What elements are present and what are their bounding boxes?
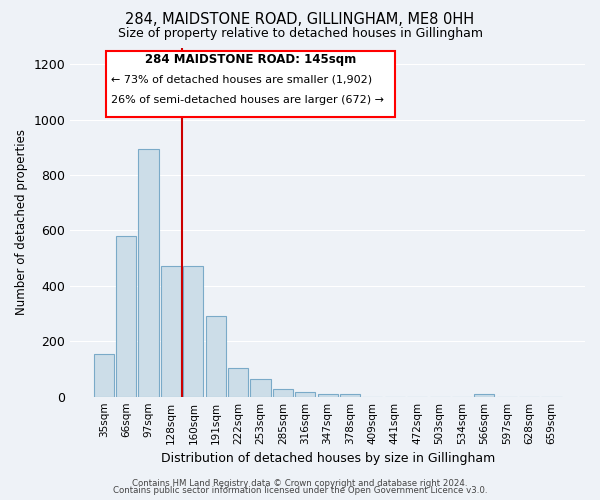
Bar: [139, 149, 158, 396]
Y-axis label: Number of detached properties: Number of detached properties: [15, 129, 28, 315]
Bar: [228, 368, 248, 396]
Bar: [206, 316, 226, 396]
Bar: [161, 266, 181, 396]
Text: Contains public sector information licensed under the Open Government Licence v3: Contains public sector information licen…: [113, 486, 487, 495]
Bar: [250, 379, 271, 396]
Bar: [116, 236, 136, 396]
Bar: [474, 394, 494, 396]
Bar: [94, 354, 114, 397]
Text: 284, MAIDSTONE ROAD, GILLINGHAM, ME8 0HH: 284, MAIDSTONE ROAD, GILLINGHAM, ME8 0HH: [125, 12, 475, 28]
X-axis label: Distribution of detached houses by size in Gillingham: Distribution of detached houses by size …: [161, 452, 495, 465]
Text: 284 MAIDSTONE ROAD: 145sqm: 284 MAIDSTONE ROAD: 145sqm: [145, 52, 356, 66]
FancyBboxPatch shape: [106, 51, 395, 118]
Text: 26% of semi-detached houses are larger (672) →: 26% of semi-detached houses are larger (…: [112, 94, 385, 104]
Bar: [273, 389, 293, 396]
Bar: [295, 392, 316, 396]
Text: Size of property relative to detached houses in Gillingham: Size of property relative to detached ho…: [118, 28, 482, 40]
Bar: [183, 266, 203, 396]
Bar: [317, 394, 338, 396]
Text: Contains HM Land Registry data © Crown copyright and database right 2024.: Contains HM Land Registry data © Crown c…: [132, 478, 468, 488]
Bar: [340, 394, 360, 396]
Text: ← 73% of detached houses are smaller (1,902): ← 73% of detached houses are smaller (1,…: [112, 74, 373, 85]
